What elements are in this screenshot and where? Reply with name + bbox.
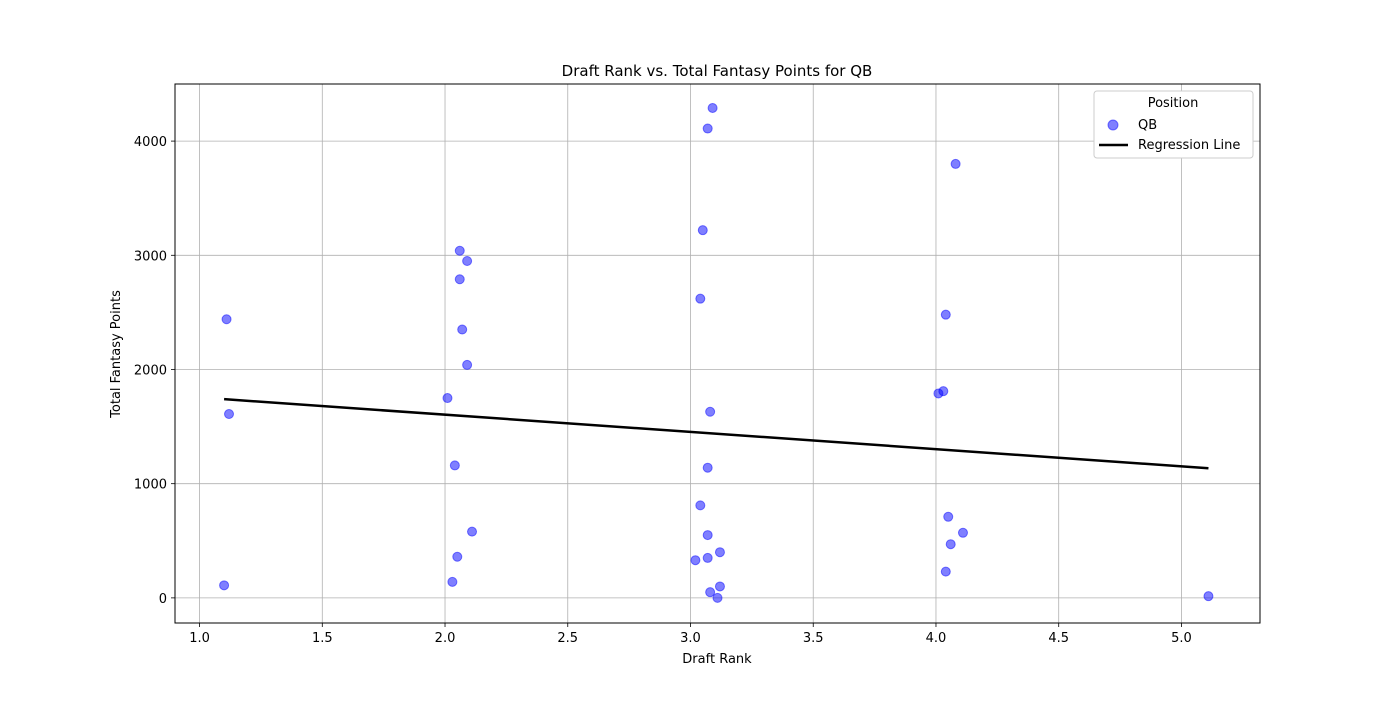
x-tick-label: 3.0 — [680, 631, 701, 646]
data-point — [714, 581, 725, 592]
data-point — [950, 158, 961, 169]
data-point — [695, 293, 706, 304]
y-tick-label: 4000 — [134, 135, 167, 150]
data-point — [449, 460, 460, 471]
data-point — [452, 551, 463, 562]
data-point — [714, 547, 725, 558]
data-point — [705, 406, 716, 417]
data-point — [938, 386, 949, 397]
data-point — [705, 587, 716, 598]
data-point — [224, 409, 235, 420]
regression-layer — [224, 397, 1209, 470]
legend-box — [1093, 90, 1254, 159]
x-tick-label: 3.5 — [803, 631, 824, 646]
y-tick-label: 3000 — [134, 249, 167, 264]
x-axis-label: Draft Rank — [682, 652, 752, 667]
data-point — [1203, 591, 1214, 602]
y-tick-label: 2000 — [134, 363, 167, 378]
data-point — [712, 592, 723, 603]
data-point — [702, 462, 713, 473]
data-point — [221, 314, 232, 325]
plot-frame — [174, 83, 1261, 624]
y-axis-label: Total Fantasy Points — [109, 290, 124, 419]
regression-line — [224, 397, 1209, 470]
data-point — [702, 123, 713, 134]
data-point — [945, 539, 956, 550]
data-point — [940, 566, 951, 577]
x-tick-label: 1.5 — [312, 631, 333, 646]
legend-qb-label: QB — [1138, 118, 1157, 133]
x-tick-label: 1.0 — [189, 631, 210, 646]
points-layer — [219, 102, 1214, 603]
x-tick-label: 2.0 — [435, 631, 456, 646]
data-point — [702, 552, 713, 563]
y-ticks: 0 1000 2000 3000 4000 — [134, 135, 175, 607]
x-ticks: 1.0 1.5 2.0 2.5 3.0 3.5 4.0 4.5 5.0 — [189, 623, 1192, 646]
legend-regression-label: Regression Line — [1138, 138, 1240, 153]
data-point — [943, 511, 954, 522]
data-point — [442, 393, 453, 404]
data-point — [462, 359, 473, 370]
x-tick-label: 4.0 — [926, 631, 947, 646]
x-tick-label: 4.5 — [1048, 631, 1069, 646]
data-point — [219, 580, 230, 591]
x-tick-label: 2.5 — [557, 631, 578, 646]
legend: Position QB Regression Line — [1093, 90, 1254, 159]
legend-qb-marker — [1107, 119, 1119, 131]
data-point — [467, 526, 478, 537]
data-point — [457, 324, 468, 335]
data-point — [697, 225, 708, 236]
chart-title: Draft Rank vs. Total Fantasy Points for … — [562, 62, 873, 80]
data-point — [454, 274, 465, 285]
x-tick-label: 5.0 — [1171, 631, 1192, 646]
y-tick-label: 0 — [159, 592, 167, 607]
data-point — [447, 576, 458, 587]
data-point — [454, 245, 465, 256]
data-point — [690, 555, 701, 566]
legend-title: Position — [1148, 96, 1199, 111]
data-point — [957, 527, 968, 538]
data-point — [462, 256, 473, 267]
data-point — [702, 530, 713, 541]
y-tick-label: 1000 — [134, 478, 167, 493]
data-point — [707, 102, 718, 113]
data-point — [940, 309, 951, 320]
grid — [175, 84, 1260, 623]
data-point — [695, 500, 706, 511]
